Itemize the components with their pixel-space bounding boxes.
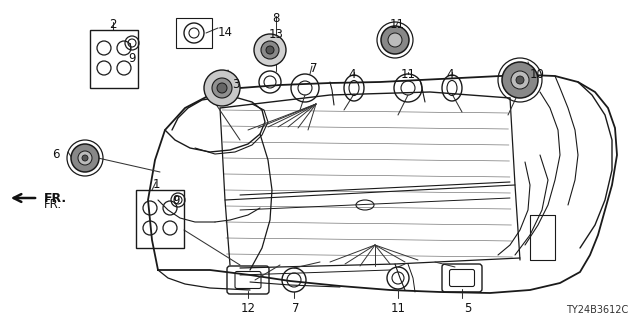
Text: FR.: FR. xyxy=(44,198,62,211)
Text: 4: 4 xyxy=(348,68,356,81)
Circle shape xyxy=(516,76,524,84)
Circle shape xyxy=(204,70,240,106)
Text: 3: 3 xyxy=(232,78,239,91)
Circle shape xyxy=(511,71,529,89)
Text: 6: 6 xyxy=(52,148,60,161)
Text: 1: 1 xyxy=(152,178,160,191)
Circle shape xyxy=(388,33,402,47)
Circle shape xyxy=(212,78,232,98)
Circle shape xyxy=(254,34,286,66)
Text: 4: 4 xyxy=(446,68,454,81)
Text: 13: 13 xyxy=(269,28,284,41)
Text: TY24B3612C: TY24B3612C xyxy=(566,305,628,315)
Text: FR.: FR. xyxy=(44,191,67,204)
Text: 8: 8 xyxy=(272,12,280,25)
Text: 11: 11 xyxy=(401,68,415,81)
Text: 2: 2 xyxy=(109,18,116,31)
Bar xyxy=(90,30,138,88)
Circle shape xyxy=(261,41,279,59)
Text: 10: 10 xyxy=(530,68,545,81)
Text: 9: 9 xyxy=(172,194,179,207)
Text: 7: 7 xyxy=(310,62,317,75)
Circle shape xyxy=(266,46,274,54)
Circle shape xyxy=(381,26,409,54)
Text: 9: 9 xyxy=(128,52,136,65)
Circle shape xyxy=(71,144,99,172)
Text: 11: 11 xyxy=(390,18,405,31)
Circle shape xyxy=(217,83,227,93)
Bar xyxy=(136,190,184,248)
Text: 14: 14 xyxy=(218,26,233,39)
Text: 5: 5 xyxy=(464,302,472,315)
Text: 11: 11 xyxy=(390,302,406,315)
Text: 12: 12 xyxy=(241,302,255,315)
Bar xyxy=(176,18,212,48)
Circle shape xyxy=(78,151,92,165)
Text: 7: 7 xyxy=(292,302,300,315)
Circle shape xyxy=(502,62,538,98)
Circle shape xyxy=(82,155,88,161)
